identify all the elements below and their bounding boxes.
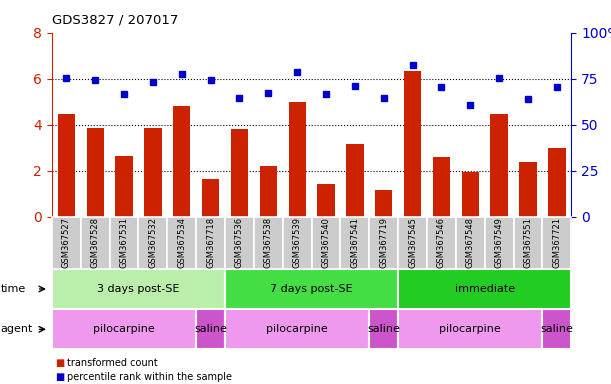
Bar — [369, 309, 398, 349]
Text: GSM367721: GSM367721 — [552, 217, 562, 268]
Bar — [87, 128, 104, 217]
Text: GSM367540: GSM367540 — [321, 217, 331, 268]
Bar — [173, 106, 191, 217]
Bar — [202, 179, 219, 217]
Bar — [52, 309, 196, 349]
Bar — [81, 217, 109, 269]
Text: immediate: immediate — [455, 284, 515, 294]
Bar — [288, 102, 306, 217]
Bar — [514, 217, 543, 269]
Text: GDS3827 / 207017: GDS3827 / 207017 — [52, 13, 178, 26]
Bar — [462, 172, 479, 217]
Text: percentile rank within the sample: percentile rank within the sample — [67, 372, 232, 382]
Bar — [543, 217, 571, 269]
Bar — [52, 217, 81, 269]
Text: GSM367527: GSM367527 — [62, 217, 71, 268]
Bar — [254, 217, 283, 269]
Bar — [312, 217, 340, 269]
Bar — [283, 217, 312, 269]
Text: saline: saline — [540, 324, 573, 334]
Text: pilocarpine: pilocarpine — [93, 324, 155, 334]
Bar — [375, 190, 392, 217]
Text: time: time — [1, 284, 26, 294]
Bar — [109, 217, 139, 269]
Text: 3 days post-SE: 3 days post-SE — [97, 284, 180, 294]
Bar — [404, 71, 421, 217]
Text: agent: agent — [1, 324, 33, 334]
Bar — [225, 269, 398, 309]
Text: saline: saline — [367, 324, 400, 334]
Text: GSM367534: GSM367534 — [177, 217, 186, 268]
Text: GSM367719: GSM367719 — [379, 217, 388, 268]
Bar — [369, 217, 398, 269]
Bar — [57, 114, 75, 217]
Bar — [346, 144, 364, 217]
Text: ■: ■ — [55, 358, 64, 368]
Bar — [317, 184, 335, 217]
Bar — [398, 217, 427, 269]
Bar — [231, 129, 248, 217]
Bar — [52, 269, 225, 309]
Bar — [225, 217, 254, 269]
Text: GSM367549: GSM367549 — [495, 217, 503, 268]
Text: GSM367718: GSM367718 — [206, 217, 215, 268]
Text: 7 days post-SE: 7 days post-SE — [270, 284, 353, 294]
Bar — [115, 156, 133, 217]
Text: GSM367536: GSM367536 — [235, 217, 244, 268]
Text: GSM367539: GSM367539 — [293, 217, 302, 268]
Bar — [260, 166, 277, 217]
Bar — [433, 157, 450, 217]
Text: pilocarpine: pilocarpine — [439, 324, 501, 334]
Bar — [519, 162, 536, 217]
Bar — [491, 114, 508, 217]
Bar — [427, 217, 456, 269]
Bar — [167, 217, 196, 269]
Text: GSM367528: GSM367528 — [90, 217, 100, 268]
Bar — [144, 128, 161, 217]
Bar — [485, 217, 514, 269]
Text: GSM367545: GSM367545 — [408, 217, 417, 268]
Text: GSM367531: GSM367531 — [120, 217, 128, 268]
Bar — [196, 309, 225, 349]
Text: GSM367551: GSM367551 — [524, 217, 533, 268]
Bar — [456, 217, 485, 269]
Bar — [196, 217, 225, 269]
Bar — [548, 148, 566, 217]
Bar — [398, 269, 571, 309]
Bar — [543, 309, 571, 349]
Text: GSM367541: GSM367541 — [350, 217, 359, 268]
Bar — [139, 217, 167, 269]
Text: transformed count: transformed count — [67, 358, 158, 368]
Bar — [398, 309, 543, 349]
Text: GSM367548: GSM367548 — [466, 217, 475, 268]
Text: saline: saline — [194, 324, 227, 334]
Bar — [340, 217, 369, 269]
Text: GSM367532: GSM367532 — [148, 217, 158, 268]
Text: ■: ■ — [55, 372, 64, 382]
Bar — [225, 309, 369, 349]
Text: pilocarpine: pilocarpine — [266, 324, 328, 334]
Text: GSM367546: GSM367546 — [437, 217, 446, 268]
Text: GSM367538: GSM367538 — [264, 217, 273, 268]
